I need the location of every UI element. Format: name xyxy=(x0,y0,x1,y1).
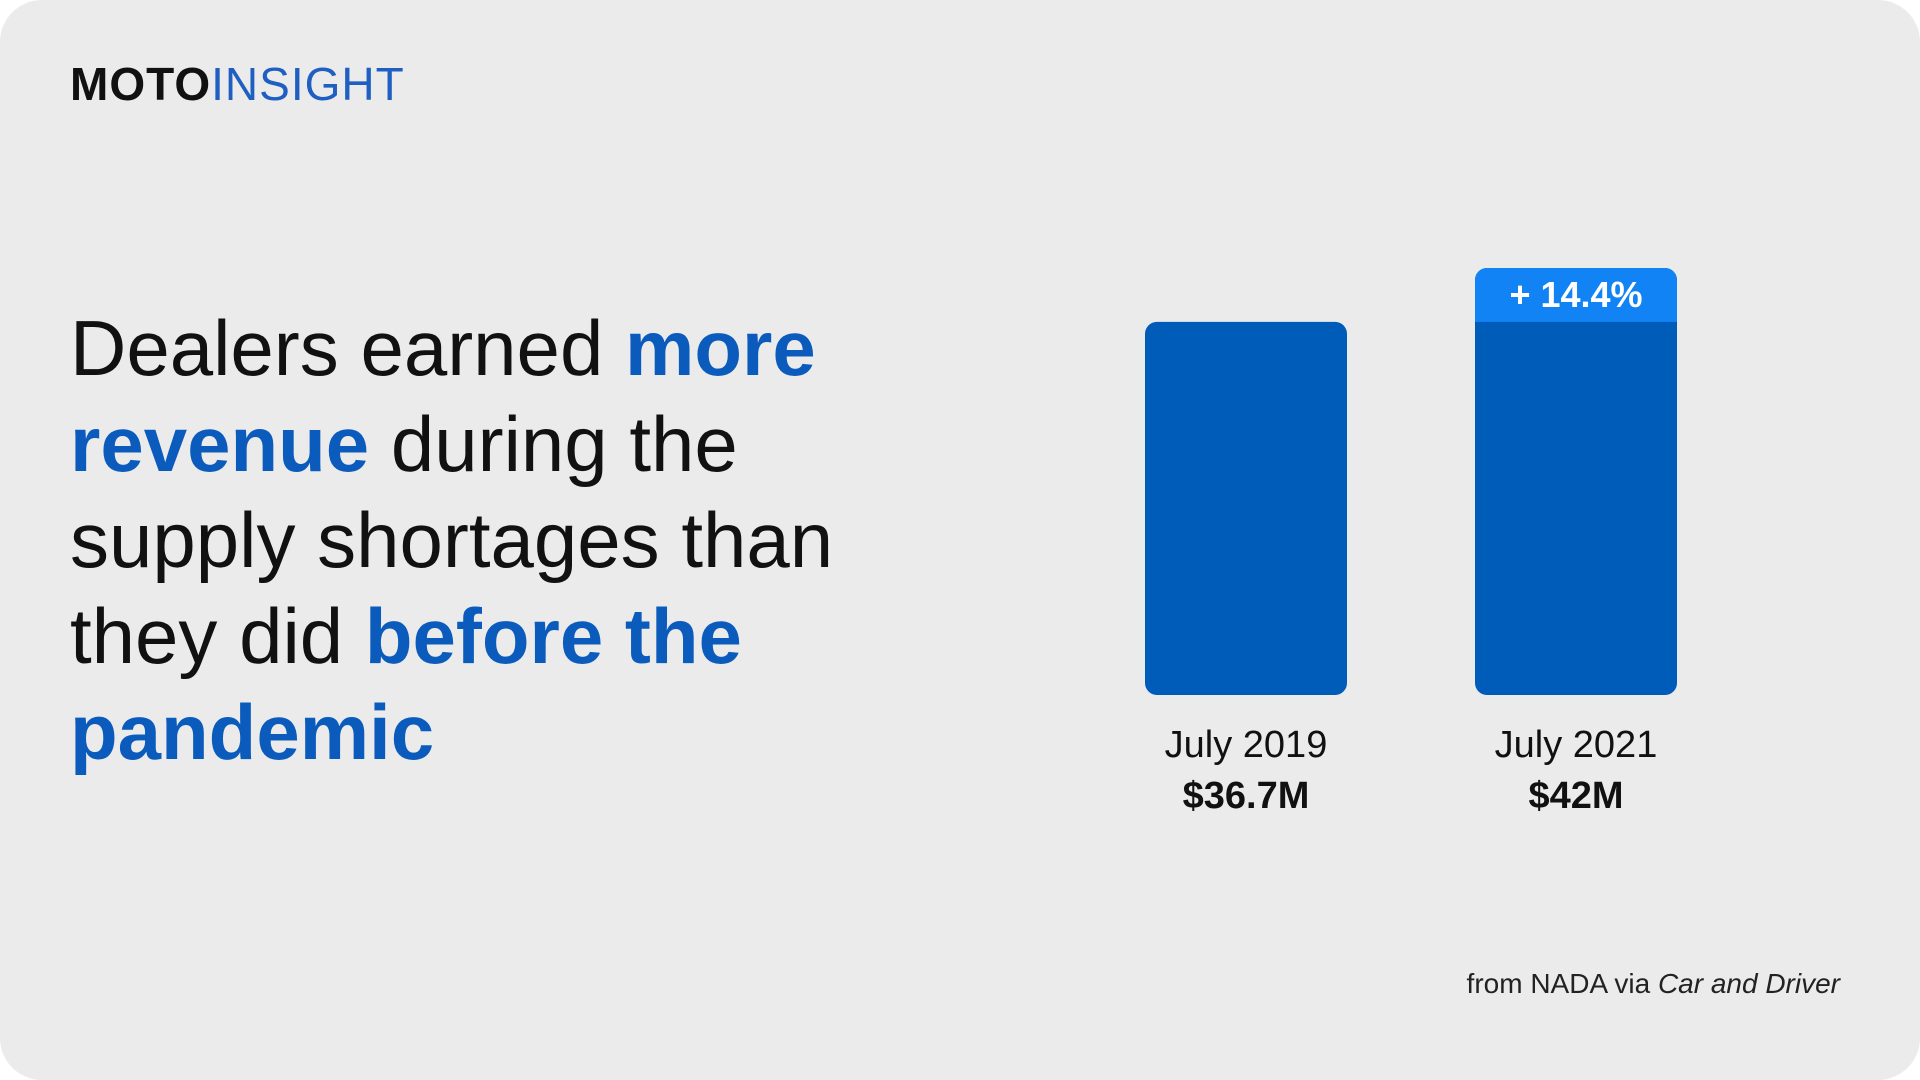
headline-part-1: Dealers earned xyxy=(70,304,625,392)
logo-insight-text: INSIGHT xyxy=(211,58,405,110)
value-label-july-2021: $42M xyxy=(1528,775,1623,817)
logo-moto-text: MOTO xyxy=(70,58,212,110)
headline-highlight-2: before the pandemic xyxy=(70,592,742,776)
motoinsight-logo: MOTOINSIGHT xyxy=(70,58,405,110)
bar-july-2019 xyxy=(1145,321,1347,695)
increase-label-july-2021: + 14.4% xyxy=(1509,274,1642,315)
value-label-july-2019: $36.7M xyxy=(1183,775,1310,817)
category-label-july-2019: July 2019 xyxy=(1165,724,1328,766)
headline-highlight-1: more revenue xyxy=(70,304,816,488)
bar-july-2021 xyxy=(1475,268,1677,695)
category-label-july-2021: July 2021 xyxy=(1495,724,1658,766)
source-prefix: from NADA via xyxy=(1466,968,1658,999)
headline-part-2: during the supply shortages than they di… xyxy=(70,400,834,680)
increase-segment-july-2021 xyxy=(1475,268,1677,322)
source-note: from NADA via Car and Driver xyxy=(1467,968,1840,1000)
source-publication: Car and Driver xyxy=(1657,968,1840,999)
headline: Dealers earned more revenue during the s… xyxy=(70,300,930,780)
